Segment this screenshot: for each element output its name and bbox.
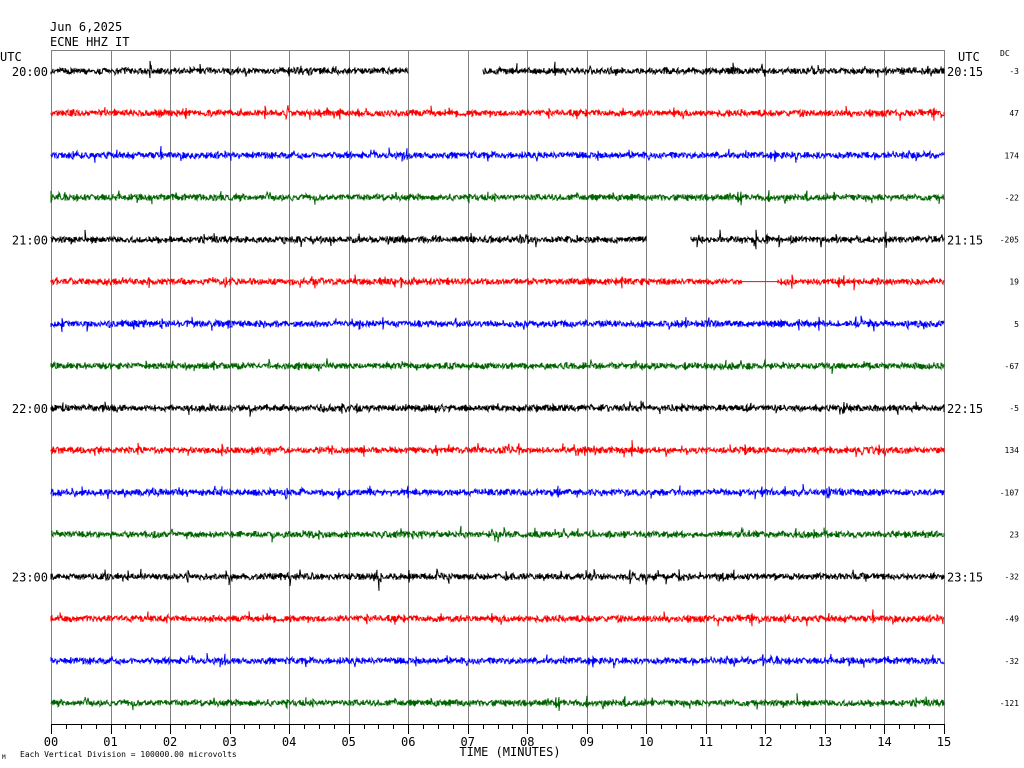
dc-header: DC	[1000, 49, 1010, 58]
x-tick-label: 03	[222, 735, 236, 749]
time-axis: 00 01 02 03 04 05 06 07 08 09 10 11 12 13 14 15 TIME (MI…	[44, 724, 951, 759]
dc-offset-label: 134	[1005, 446, 1020, 455]
x-tick-label: 06	[401, 735, 415, 749]
right-timezone: UTC	[958, 50, 980, 64]
trace-row	[50, 190, 945, 206]
x-tick-label: 14	[877, 735, 891, 749]
dc-offset-label: -49	[1005, 615, 1020, 624]
left-time-label: 20:00	[12, 65, 48, 79]
trace-row	[50, 145, 945, 163]
left-time-label: 21:00	[12, 234, 48, 248]
dc-offset-label: 23	[1009, 530, 1019, 539]
right-time-label: 21:15	[947, 234, 983, 248]
trace-row	[50, 229, 945, 250]
left-time-label: 23:00	[12, 571, 48, 585]
dc-offset-label: -5	[1009, 404, 1019, 413]
trace-row	[50, 483, 945, 500]
dc-offset-label: 174	[1005, 151, 1020, 160]
dc-offset-label: -3	[1009, 67, 1019, 76]
x-tick-label: 10	[639, 735, 653, 749]
trace-row	[50, 105, 945, 121]
trace-row	[50, 525, 945, 543]
trace-row	[50, 653, 945, 669]
x-tick-label: 01	[103, 735, 117, 749]
x-tick-label: 15	[937, 735, 951, 749]
dc-offset-label: 5	[1014, 320, 1019, 329]
trace-row	[50, 60, 945, 79]
trace-row	[50, 693, 945, 711]
x-tick-label: 08	[520, 735, 534, 749]
dc-offset-label: -32	[1005, 657, 1020, 666]
dc-offset-label: 47	[1009, 109, 1019, 118]
trace-row	[50, 400, 945, 417]
x-tick-label: 04	[282, 735, 296, 749]
scale-note: Each Vertical Division = 100000.00 micro…	[20, 750, 237, 759]
dc-offset-label: -22	[1005, 193, 1020, 202]
dc-offset-label: -32	[1005, 573, 1020, 582]
left-time-label: 22:00	[12, 402, 48, 416]
right-time-label: 22:15	[947, 402, 983, 416]
x-tick-label: 11	[699, 735, 713, 749]
right-time-label: 20:15	[947, 65, 983, 79]
x-tick-label: 09	[580, 735, 594, 749]
header-date: Jun 6,2025	[50, 20, 123, 34]
trace-row	[50, 315, 945, 333]
corner-mark: M	[2, 754, 6, 761]
x-axis-title: TIME (MINUTES)	[459, 745, 560, 759]
right-time-label: 23:15	[947, 571, 983, 585]
x-tick-label: 07	[461, 735, 475, 749]
dc-offset-label: 19	[1009, 278, 1019, 287]
dc-offset-label: -107	[1000, 488, 1019, 497]
dc-offset-label: -121	[1000, 699, 1019, 708]
x-tick-label: 00	[44, 735, 58, 749]
trace-labels: 20:00 21:00 22:00 23:00 20:15 21:15 22:15 23:15…	[12, 65, 1019, 708]
x-tick-label: 13	[818, 735, 832, 749]
trace-row	[50, 274, 945, 291]
dc-offset-label: -67	[1005, 362, 1020, 371]
trace-row	[50, 440, 945, 458]
trace-row	[50, 609, 945, 627]
trace-row	[50, 358, 945, 374]
seismic-traces	[50, 60, 945, 711]
trace-row	[50, 568, 945, 591]
x-tick-label: 02	[163, 735, 177, 749]
x-tick-label: 12	[758, 735, 772, 749]
left-timezone: UTC	[0, 50, 22, 64]
dc-offset-label: -205	[1000, 236, 1019, 245]
x-tick-label: 05	[341, 735, 355, 749]
header-station: ECNE HHZ IT	[50, 35, 130, 49]
minute-grid	[51, 50, 945, 724]
